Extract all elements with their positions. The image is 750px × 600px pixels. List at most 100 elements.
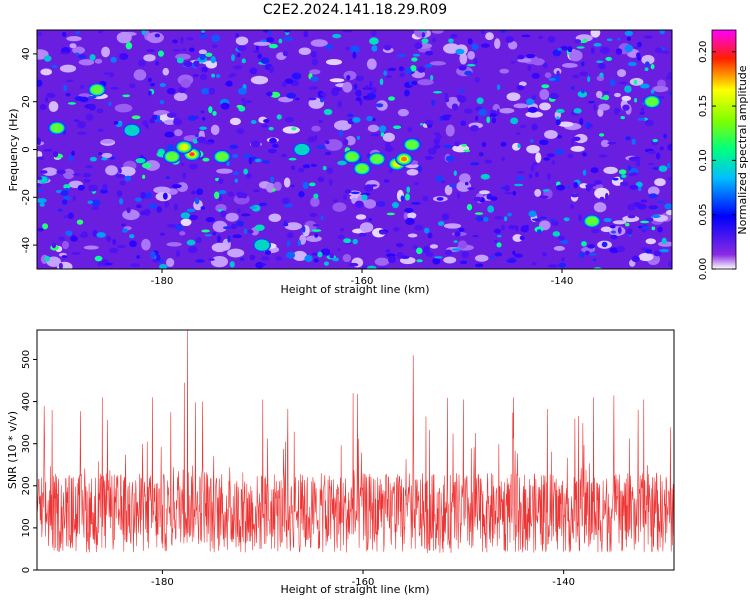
heatmap-cell — [388, 169, 393, 173]
heatmap-cell — [284, 78, 294, 84]
heatmap-cell — [606, 38, 613, 42]
heatmap-cell — [260, 124, 269, 128]
heatmap-cell — [237, 45, 247, 52]
heatmap-cell — [605, 192, 609, 200]
heatmap-cell — [563, 217, 570, 222]
heatmap-cell — [232, 65, 243, 70]
heatmap-cell — [478, 152, 484, 157]
heatmap-cell — [647, 150, 657, 155]
heatmap-cell — [640, 220, 650, 224]
heatmap-cell — [496, 242, 502, 248]
heatmap-cell — [644, 119, 655, 127]
heatmap-cell — [162, 192, 168, 200]
heatmap-cell — [471, 43, 479, 51]
heatmap-cell — [508, 224, 516, 230]
heatmap-cell — [37, 138, 41, 146]
heatmap-cell — [525, 54, 536, 59]
heatmap-cell — [333, 199, 338, 203]
heatmap-cell — [340, 227, 344, 232]
heatmap-cell — [171, 184, 182, 189]
heatmap-cell — [407, 127, 413, 133]
heatmap-cell — [440, 180, 446, 184]
heatmap-cell — [157, 50, 164, 57]
heatmap-cell — [65, 230, 73, 237]
heatmap-cell — [392, 125, 402, 129]
heatmap-cell — [237, 208, 241, 214]
heatmap-cell — [436, 196, 444, 201]
heatmap-cell — [202, 157, 210, 162]
heatmap-cell — [88, 103, 96, 111]
heatmap-cell — [65, 79, 74, 83]
heatmap-cell — [278, 38, 283, 44]
heatmap-cell — [159, 263, 168, 269]
heatmap-cell — [77, 121, 87, 129]
heatmap-cell — [322, 165, 327, 171]
heatmap-cell — [193, 60, 200, 68]
heatmap-cell — [582, 152, 587, 157]
heatmap-cell — [333, 120, 352, 131]
heatmap-cell — [75, 52, 80, 56]
heatmap-cell — [240, 213, 251, 217]
heatmap-cell — [463, 149, 471, 153]
heatmap-cell — [603, 94, 610, 101]
heatmap-cell — [590, 47, 595, 54]
heatmap-cell — [658, 165, 668, 172]
heatmap-cell — [516, 85, 525, 91]
heatmap-hotspot — [401, 156, 407, 162]
heatmap-cell — [414, 42, 423, 49]
heatmap-cell — [610, 230, 617, 234]
heatmap-cell — [310, 197, 320, 207]
heatmap-cell — [445, 124, 455, 137]
heatmap-cell — [626, 36, 632, 41]
heatmap-cell — [199, 53, 206, 61]
heatmap-cell — [617, 226, 622, 234]
heatmap-cell — [486, 194, 493, 200]
heatmap-cell — [618, 81, 628, 85]
heatmap-cell — [138, 59, 146, 67]
heatmap-cell — [558, 121, 574, 127]
heatmap-cell — [614, 92, 621, 98]
heatmap-cell — [543, 157, 551, 161]
heatmap-cell — [256, 263, 267, 266]
heatmap-cell — [234, 178, 239, 183]
heatmap-cell — [539, 216, 548, 219]
snr-frame — [36, 329, 675, 571]
heatmap-cell — [231, 54, 235, 62]
heatmap-cell — [37, 79, 43, 87]
heatmap-cell — [69, 43, 77, 49]
heatmap-cell — [556, 116, 560, 121]
heatmap-cell — [109, 156, 116, 160]
heatmap-cell — [350, 45, 360, 53]
heatmap-cell — [358, 232, 367, 237]
heatmap-cell — [80, 231, 88, 239]
heatmap-cell — [615, 48, 623, 55]
heatmap-cell — [640, 199, 648, 203]
heatmap-cell — [115, 173, 126, 179]
heatmap-cell — [311, 58, 319, 66]
heatmap-cell — [494, 38, 501, 50]
heatmap-cell — [337, 248, 341, 252]
heatmap-cell — [250, 119, 257, 125]
heatmap-cell — [501, 156, 506, 162]
heatmap-cell — [382, 132, 395, 142]
heatmap-cell — [284, 222, 303, 231]
heatmap-cell — [433, 90, 443, 94]
heatmap-cell — [151, 114, 158, 120]
heatmap-cell — [180, 78, 191, 88]
heatmap-cell — [41, 167, 58, 176]
heatmap-cell — [87, 200, 94, 205]
heatmap-cell — [310, 51, 317, 58]
heatmap-cell — [180, 218, 192, 227]
heatmap-cell — [474, 254, 489, 262]
heatmap-cell — [650, 89, 655, 94]
heatmap-cell — [379, 230, 387, 235]
heatmap-cell — [435, 175, 444, 183]
heatmap-cell — [200, 110, 205, 114]
heatmap-cell — [94, 58, 103, 64]
heatmap-cell — [245, 173, 252, 179]
heatmap-cell — [253, 49, 261, 54]
heatmap-cell — [320, 248, 331, 256]
heatmap-cell — [142, 174, 146, 179]
heatmap-cell — [512, 250, 516, 256]
heatmap-cell — [225, 212, 239, 222]
